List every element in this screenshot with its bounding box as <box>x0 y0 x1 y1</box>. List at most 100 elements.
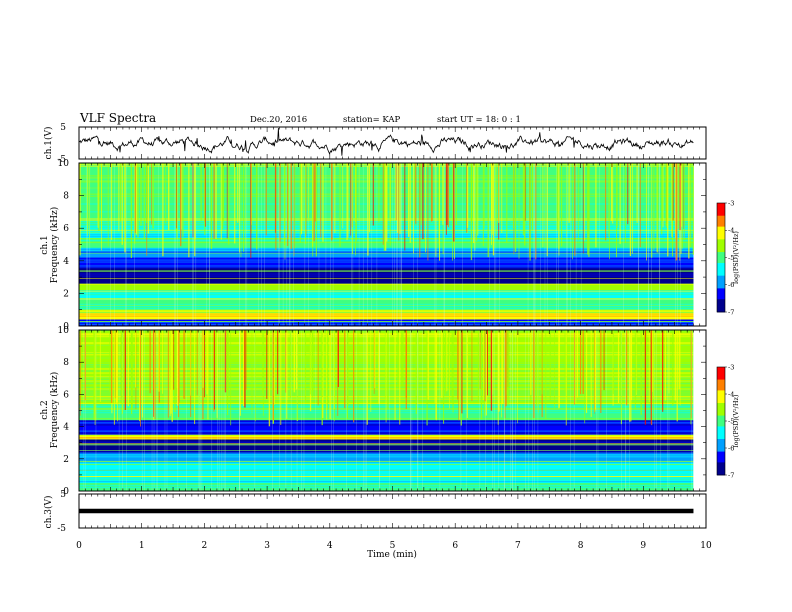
colorbar-step <box>717 430 725 433</box>
ch3-waveform-ylabel: ch.3(V) <box>43 496 54 529</box>
band-texture <box>79 456 694 458</box>
colorbar-tick-label: -3 <box>728 363 734 371</box>
colorbar-step <box>717 248 725 251</box>
y-tick-label: 6 <box>63 224 69 234</box>
band-texture <box>79 462 694 464</box>
band-texture <box>79 255 694 257</box>
band-texture <box>79 445 694 448</box>
band-texture <box>79 424 694 426</box>
y-tick-label: -5 <box>57 524 66 534</box>
colorbar-step <box>717 286 725 289</box>
colorbar-step <box>717 299 725 302</box>
colorbar-step <box>717 272 725 275</box>
colorbar-step <box>717 385 725 388</box>
colorbar-step <box>717 433 725 436</box>
colorbar-step <box>717 458 725 461</box>
y-tick-label: 8 <box>63 358 69 368</box>
colorbar-step <box>717 288 725 291</box>
colorbar-step <box>717 273 725 277</box>
band-texture <box>79 458 694 460</box>
band-texture <box>79 465 694 468</box>
colorbar-step <box>717 466 725 469</box>
band-texture <box>79 477 694 479</box>
colorbar-step <box>717 213 725 217</box>
colorbar-step <box>717 460 725 463</box>
colorbar-tick-label: -5 <box>728 254 734 262</box>
colorbar-step <box>717 439 725 442</box>
colorbar-tick-label: -6 <box>728 281 734 289</box>
x-tick-label: 7 <box>515 541 521 551</box>
y-tick-label: 2 <box>63 289 69 299</box>
colorbar-step <box>717 449 725 452</box>
band-texture <box>79 439 694 441</box>
band-texture <box>79 479 694 481</box>
band-texture <box>79 273 694 275</box>
band-texture <box>79 313 694 315</box>
band-texture <box>79 285 694 288</box>
band-texture <box>79 251 694 253</box>
colorbar-step <box>717 295 725 298</box>
ch3-waveform-panel: 5 -5 <box>57 490 707 534</box>
colorbar-step <box>717 281 725 284</box>
x-tick-label: 3 <box>264 541 270 551</box>
band-texture <box>79 292 694 294</box>
colorbar-tick-label: -7 <box>728 471 734 479</box>
band-texture <box>79 301 694 304</box>
band-texture <box>79 450 694 452</box>
colorbar-step <box>717 277 725 280</box>
band-texture <box>79 317 694 319</box>
band-texture <box>79 467 694 469</box>
colorbar-step <box>717 415 725 418</box>
band-texture <box>79 422 694 424</box>
colorbar-step <box>717 410 725 413</box>
colorbar-step <box>717 419 725 422</box>
band-texture <box>79 271 694 273</box>
colorbar-step <box>717 217 725 220</box>
colorbar-step <box>717 232 725 235</box>
colorbar-step <box>717 473 725 476</box>
colorbar-step <box>717 395 725 398</box>
band-texture <box>79 321 694 323</box>
start-time-label: start UT = 18: 0 : 1 <box>437 115 521 125</box>
colorbar-step <box>717 462 725 465</box>
colorbar-step <box>717 306 725 309</box>
ch1-signal-line <box>78 127 694 156</box>
band-texture <box>79 287 694 290</box>
ch1-waveform-panel: 5 -5 <box>57 123 707 165</box>
colorbar-tick-label: -4 <box>728 390 734 398</box>
colorbar-step <box>717 261 725 264</box>
colorbar-step <box>717 367 725 370</box>
colorbar-step <box>717 304 725 307</box>
y-tick-label: 6 <box>63 390 69 400</box>
x-tick-label: 8 <box>578 541 584 551</box>
ch2-spectrogram-ylabel-top: ch.2 <box>40 400 50 419</box>
colorbar-step <box>717 455 725 458</box>
band-texture <box>79 471 694 473</box>
colorbar-step <box>717 250 725 253</box>
colorbar-step <box>717 412 725 415</box>
x-tick-label: 4 <box>327 541 333 551</box>
colorbar-step <box>717 268 725 271</box>
colorbar-step <box>717 221 725 224</box>
colorbar-step <box>717 212 725 215</box>
band-texture <box>79 482 694 485</box>
ch1-colorbar: -3 -4 -5 -6 -7 log(PSD)(V²/Hz) <box>716 199 740 316</box>
colorbar-step <box>717 376 725 379</box>
colorbar-step <box>717 464 725 467</box>
colorbar-step <box>717 290 725 293</box>
colorbar-step <box>717 377 725 380</box>
x-axis-label: Time (min) <box>367 549 417 560</box>
station-label: station= KAP <box>343 115 401 125</box>
colorbar-step <box>717 253 725 257</box>
band-texture <box>79 261 694 263</box>
x-tick-label: 5 <box>390 541 396 551</box>
band-texture <box>79 257 694 259</box>
colorbar-step <box>717 228 725 231</box>
colorbar-step <box>717 301 725 304</box>
x-tick-label: 9 <box>640 541 646 551</box>
colorbar-step <box>717 208 725 211</box>
colorbar-step <box>717 431 725 434</box>
colorbar-step <box>717 310 725 313</box>
band-texture <box>79 437 694 439</box>
